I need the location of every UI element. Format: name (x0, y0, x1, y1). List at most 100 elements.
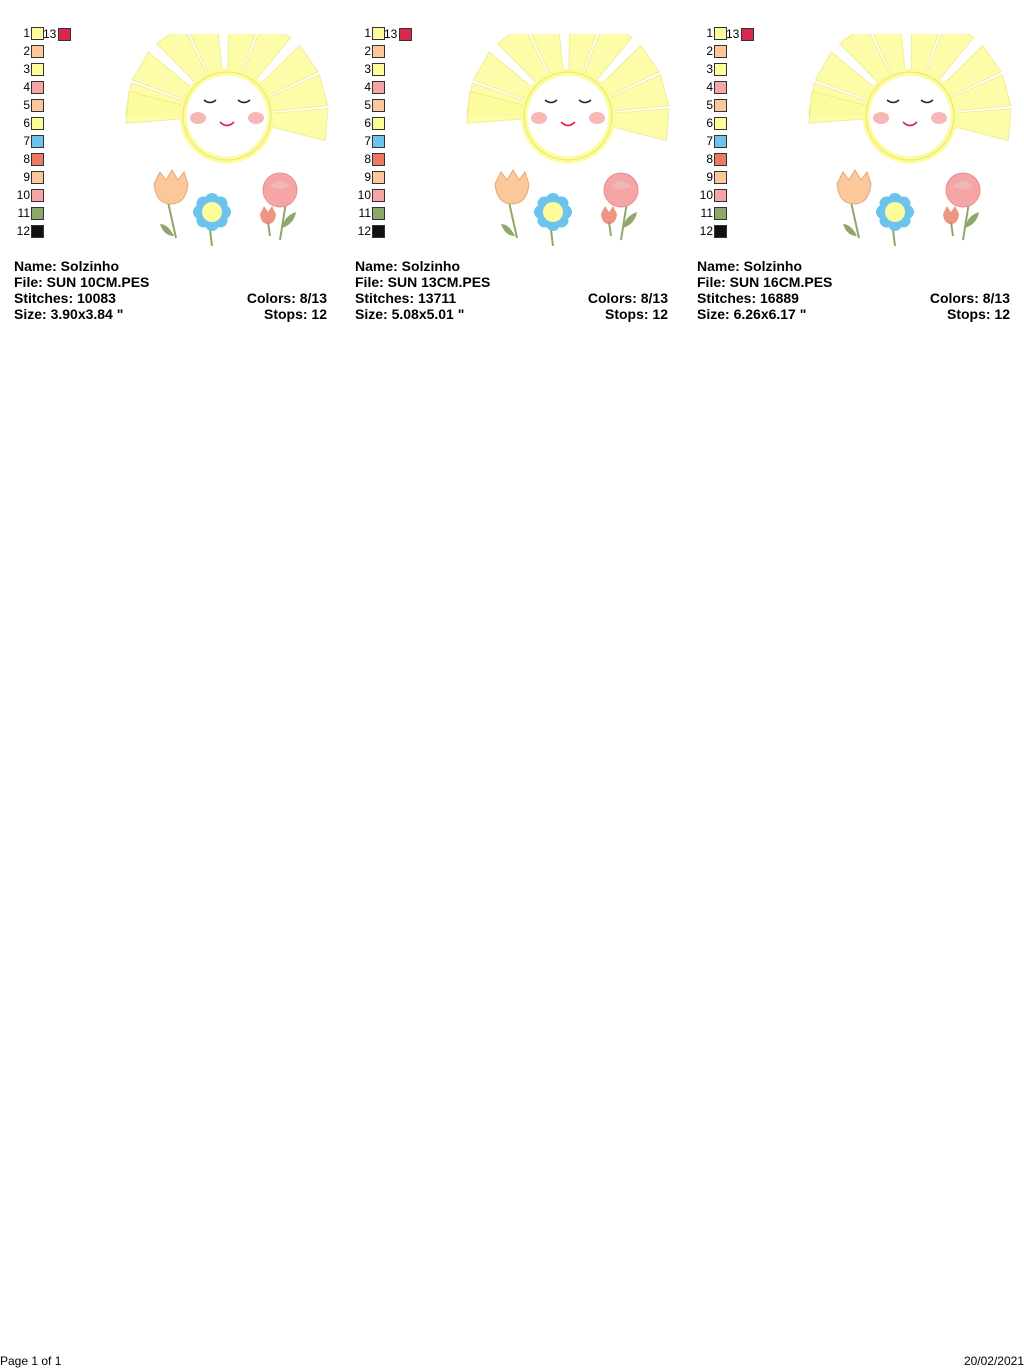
color-number: 11 (358, 206, 371, 220)
color-number: 2 (364, 44, 371, 58)
mouth (902, 121, 918, 127)
color-number: 2 (23, 44, 30, 58)
small-tulip-stem (267, 221, 271, 237)
color-number: 1 (364, 26, 371, 40)
stitch-count: Stitches: 13711 (355, 290, 457, 306)
color-number: 6 (23, 116, 30, 130)
color-number: 10 (699, 188, 713, 202)
design-size: Size: 6.26x6.17 " (697, 306, 807, 322)
tulip-leaf (160, 224, 174, 236)
color-number: 13 (384, 27, 398, 41)
sun-face-outline (182, 71, 272, 161)
color-number: 6 (706, 116, 713, 130)
color-swatch-row: 11 (355, 206, 385, 220)
design-info: Name: Solzinho File: SUN 13CM.PES Stitches… (355, 258, 668, 322)
rose-leaf (623, 212, 637, 228)
daisy-flower (876, 193, 914, 231)
color-swatch (31, 224, 44, 238)
print-date: 20/02/2021 (963, 1354, 1024, 1368)
sun-ray (608, 108, 670, 142)
left-eye (203, 99, 217, 104)
color-swatch-row: 3 (355, 62, 385, 76)
stitch-count: Stitches: 10083 (14, 290, 116, 306)
embroidery-preview (466, 34, 670, 246)
color-swatch-row: 11 (14, 206, 44, 220)
color-number: 7 (23, 134, 30, 148)
color-swatch (714, 116, 727, 130)
left-eye (544, 99, 558, 104)
color-swatch (372, 188, 385, 202)
color-number: 3 (364, 62, 371, 76)
sun-ray (267, 108, 329, 142)
color-swatch (714, 170, 727, 184)
rose-flower (262, 172, 298, 208)
color-swatch (714, 152, 727, 166)
tulip-flower (153, 169, 189, 205)
color-swatch-row: 6 (355, 116, 385, 130)
color-swatch (372, 134, 385, 148)
color-swatch-row: 11 (697, 206, 727, 220)
color-number: 2 (706, 44, 713, 58)
color-swatch-row: 4 (697, 80, 727, 94)
color-swatch-row: 1 (697, 26, 727, 40)
color-number: 13 (726, 27, 740, 41)
sun-rays (808, 34, 1012, 142)
color-swatch-row: 8 (697, 152, 727, 166)
color-count: Colors: 8/13 (246, 290, 327, 306)
color-number: 8 (706, 152, 713, 166)
color-swatch-row: 8 (355, 152, 385, 166)
color-swatch (372, 170, 385, 184)
color-swatch (31, 152, 44, 166)
color-swatch (714, 188, 727, 202)
color-swatch (741, 27, 755, 41)
color-swatch (31, 206, 44, 220)
color-swatch-row: 10 (697, 188, 727, 202)
color-number: 13 (43, 27, 57, 41)
daisy-center (543, 202, 563, 222)
tulip-stem (508, 201, 518, 239)
right-eye (578, 99, 592, 104)
mouth (560, 121, 576, 127)
color-swatch-row: 4 (355, 80, 385, 94)
color-swatch (58, 27, 72, 41)
left-cheek (873, 112, 889, 124)
color-swatch-row: 9 (14, 170, 44, 184)
design-info: Name: Solzinho File: SUN 10CM.PES Stitches… (14, 258, 327, 322)
color-swatch-row: 13 (726, 27, 755, 41)
color-number: 12 (16, 224, 30, 238)
small-tulip-stem (608, 221, 612, 237)
color-count: Colors: 8/13 (587, 290, 668, 306)
color-swatch-row: 10 (14, 188, 44, 202)
stop-count: Stops: 12 (604, 306, 668, 322)
design-name: Name: Solzinho (697, 258, 803, 274)
rose-petal (953, 181, 973, 189)
color-number: 4 (364, 80, 371, 94)
daisy-flower (193, 193, 231, 231)
color-number: 6 (364, 116, 371, 130)
color-swatch (399, 27, 413, 41)
color-swatch-row: 1 (14, 26, 44, 40)
color-number: 10 (357, 188, 371, 202)
color-swatch (372, 80, 385, 94)
color-swatch (31, 62, 44, 76)
color-swatch (372, 26, 385, 40)
color-swatch-row: 10 (355, 188, 385, 202)
color-swatch (31, 44, 44, 58)
color-swatch (31, 188, 44, 202)
color-swatch-row: 12 (355, 224, 385, 238)
color-swatch (31, 116, 44, 130)
color-number: 1 (23, 26, 30, 40)
tulip-stem (167, 201, 177, 239)
color-number: 5 (364, 98, 371, 112)
color-swatch-row: 13 (384, 27, 413, 41)
color-number: 12 (357, 224, 371, 238)
color-swatch-row: 3 (14, 62, 44, 76)
small-tulip-flower (260, 206, 276, 224)
daisy-center (885, 202, 905, 222)
color-swatch-row: 5 (14, 98, 44, 112)
color-swatch (714, 224, 727, 238)
color-number: 11 (700, 206, 713, 220)
sun-rays (466, 34, 670, 142)
right-eye (920, 99, 934, 104)
color-swatch-row: 4 (14, 80, 44, 94)
